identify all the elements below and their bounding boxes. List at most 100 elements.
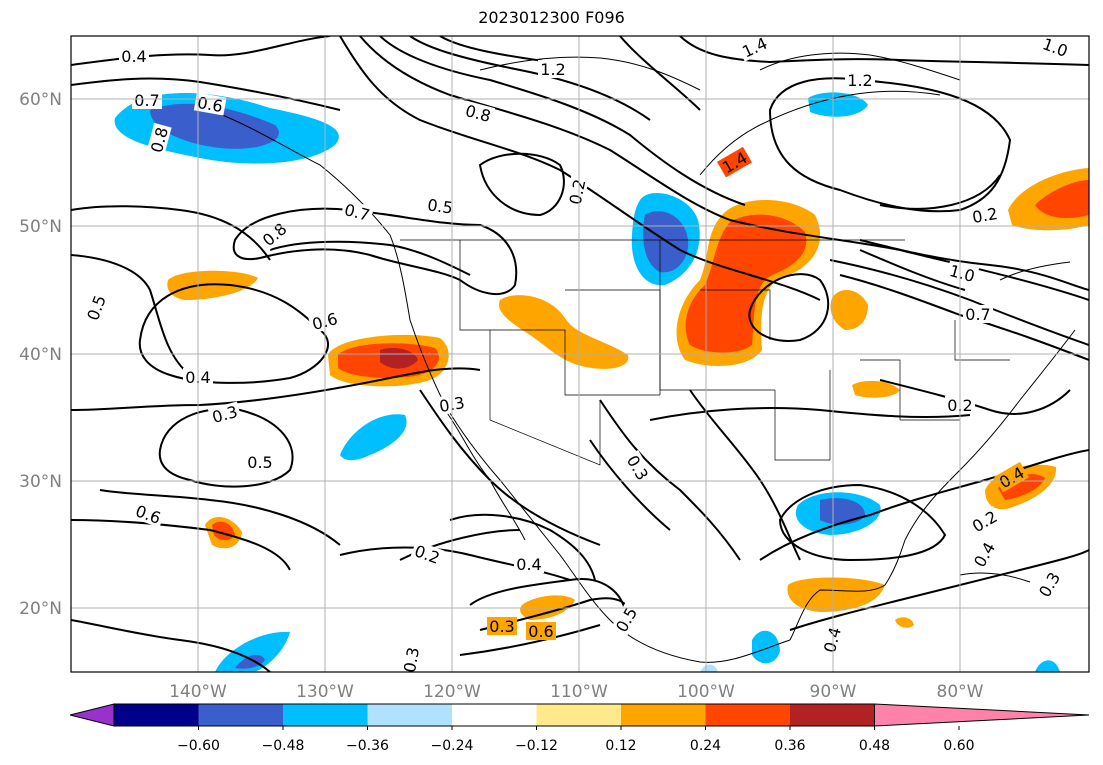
contour-label-background (610, 602, 642, 637)
contour-label-background (193, 92, 227, 116)
contour-label-background (461, 100, 496, 126)
contour-label-text: 0.7 (965, 305, 990, 324)
contour-label-background (487, 617, 517, 635)
colorbar (69, 703, 1090, 727)
colorbar-segment (705, 704, 790, 726)
contour-label-text: 0.3 (489, 617, 514, 636)
contour-label-background (410, 540, 445, 568)
lon-label: 120°W (423, 682, 481, 702)
contour-label-background (340, 199, 375, 225)
contour-label-text: 0.8 (463, 101, 493, 126)
lat-label: 50°N (19, 217, 62, 237)
contour-label: 0.8 (146, 122, 172, 157)
lon-label: 130°W (296, 682, 354, 702)
contour-label: 1.4 (737, 32, 772, 62)
colorbar-segment (367, 704, 452, 726)
contour-label: 0.7 (963, 305, 993, 324)
lat-label: 40°N (19, 345, 62, 365)
contour-label-background (538, 60, 568, 78)
colorbar-tick-label: 0.48 (859, 738, 890, 754)
contour-label-background (526, 622, 556, 640)
light-negative-region (700, 664, 718, 672)
contour-label-background (82, 290, 110, 325)
contour-label-background (994, 461, 1029, 493)
colorbar-segment (114, 704, 199, 726)
lon-label: 110°W (550, 682, 608, 702)
contour-label-text: 0.2 (971, 204, 999, 227)
contour-label-background (968, 537, 1000, 572)
contour-label-background (119, 47, 149, 65)
contour-label: 0.6 (526, 622, 556, 641)
colorbar-tick-label: −0.60 (177, 738, 220, 754)
contour-label: 1.0 (945, 260, 980, 286)
contour-label-text: 1.0 (947, 261, 977, 286)
contour-label: 0.7 (340, 199, 375, 225)
colorbar-extend-low (69, 703, 115, 727)
contour-label: 0.5 (610, 602, 642, 637)
great-lakes-positive-region (830, 289, 868, 330)
labrador-positive-region (1008, 168, 1089, 231)
gulf-positive-region (787, 577, 885, 612)
caribbean-negative-region (1035, 660, 1060, 672)
gulf-alaska-negative-region (114, 93, 339, 164)
four-corners-positive-region (499, 295, 629, 369)
contour-label-text: 0.7 (342, 200, 372, 225)
contour-label: 0.3 (487, 617, 517, 636)
contour-label-text: 0.5 (426, 195, 454, 217)
contour-label: 0.3 (399, 643, 423, 677)
contour-label: 0.4 (514, 555, 544, 574)
contour-label: 0.3 (207, 401, 242, 427)
contour-label-text: 0.6 (528, 622, 553, 641)
lon-label: 90°W (810, 682, 857, 702)
colorbar-tick-label: −0.48 (262, 738, 305, 754)
colorbar-tick-label: −0.12 (515, 738, 558, 754)
longitude-labels: 140°W 130°W 120°W 110°W 100°W 90°W 80°W (169, 682, 984, 702)
contour-label-background (845, 71, 875, 89)
colorbar-segment (198, 704, 283, 726)
contour-label-text: 0.7 (134, 91, 159, 110)
contour-label: 0.4 (119, 47, 149, 66)
contour-label-text: 0.4 (516, 555, 541, 574)
contour-label-background (565, 175, 589, 209)
colorbar-segment (621, 704, 706, 726)
colorbar-segment (283, 704, 368, 726)
colorbar-segment (536, 704, 621, 726)
map-title: 2023012300 F096 (478, 8, 625, 27)
contour-label: 0.2 (565, 175, 589, 209)
contour-label-background (717, 146, 752, 178)
contour-label-background (399, 643, 423, 677)
contour-label-background (131, 500, 166, 528)
colorbar-outline (113, 703, 875, 727)
lon-label: 80°W (937, 682, 984, 702)
graticule (71, 36, 1089, 672)
contour-label-background (819, 622, 845, 657)
shaded-anomalies (114, 92, 1089, 672)
colorbar-tick-label: 0.36 (774, 738, 805, 754)
southwest-negative-region (215, 631, 290, 672)
contour-label: 1.2 (538, 60, 568, 79)
offshore-negative-region (340, 414, 407, 461)
ohio-valley-positive-region (852, 380, 900, 398)
lat-label: 60°N (19, 90, 62, 110)
gulf-negative-region (795, 492, 881, 535)
colorbar-tick-label: −0.24 (431, 738, 474, 754)
colorbar-tick-label: 0.12 (605, 738, 636, 754)
contour-label: 0.8 (461, 100, 496, 126)
caribbean-positive-region (895, 617, 914, 628)
contour-label-text: 0.5 (247, 453, 272, 472)
contour-label-background (245, 453, 275, 471)
colorbar-segment (452, 704, 537, 726)
contour-label: 0.7 (132, 91, 162, 110)
contour-label-background (1033, 567, 1065, 602)
contour-label: 0.5 (424, 195, 457, 218)
colorbar-tick-label: 0.24 (690, 738, 721, 754)
contour-label-text: 1.2 (847, 71, 872, 90)
contour-label: 0.5 (82, 290, 110, 325)
contour-label: 1.0 (1038, 33, 1073, 61)
contour-label: 0.3 (622, 450, 654, 485)
colorbar-tick-label: −0.36 (346, 738, 389, 754)
contour-label-text: 0.3 (400, 646, 423, 674)
contour-label-background (1038, 33, 1073, 61)
lon-label: 100°W (677, 682, 735, 702)
